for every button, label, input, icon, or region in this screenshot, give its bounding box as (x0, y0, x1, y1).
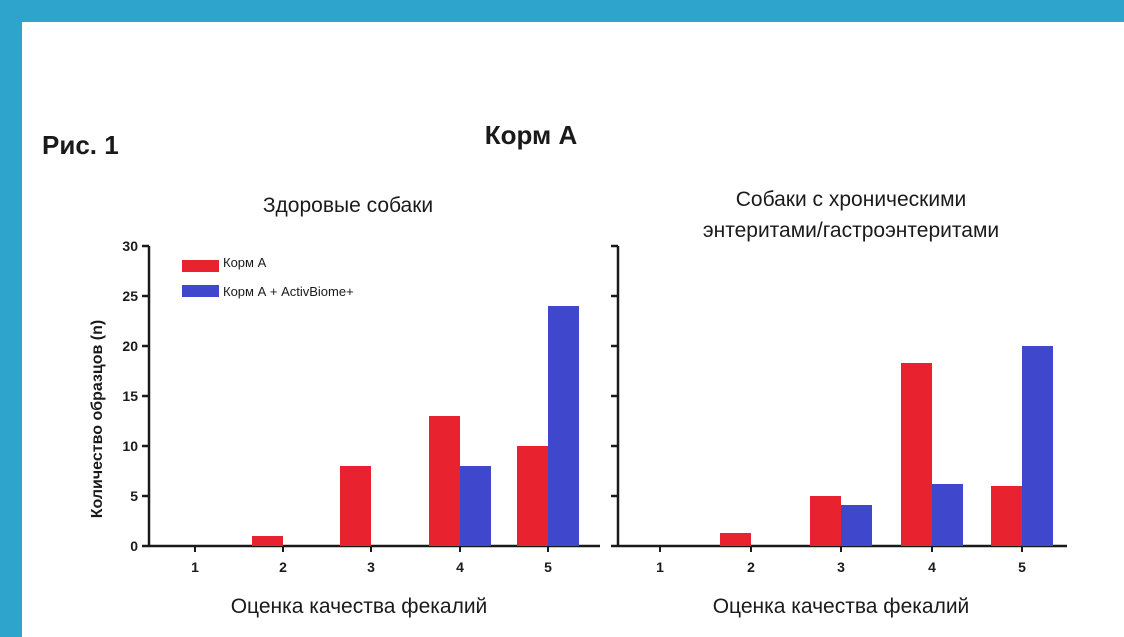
p1-y-tick-label: 20 (122, 338, 138, 354)
p2-bar-feed-3 (810, 496, 841, 546)
p1-bar-feed-2 (252, 536, 283, 546)
panel-1-xlabel: Оценка качества фекалий (231, 595, 488, 618)
figure-frame: Рис. 1 Корм А Здоровые собаки Количество… (22, 22, 1124, 637)
p2-bar-feed-5 (991, 486, 1022, 546)
legend-swatch-feed-plus (182, 285, 219, 297)
figure-label: Рис. 1 (42, 130, 119, 160)
p1-y-tick-label: 25 (122, 288, 138, 304)
p1-x-tick-label: 3 (367, 559, 375, 575)
legend-label-feed-plus: Корм А + ActivBiome+ (223, 284, 354, 299)
p1-x-tick-label: 5 (544, 559, 552, 575)
panel-1-ylabel: Количество образцов (n) (89, 320, 106, 519)
p1-bar-feed-3 (340, 466, 371, 546)
p2-x-tick-label: 1 (656, 559, 664, 575)
p2-bar-feed-plus-4 (932, 484, 963, 546)
p1-y-tick-label: 30 (122, 238, 138, 254)
p2-bar-feed-4 (901, 363, 932, 546)
p1-y-tick-label: 15 (122, 388, 138, 404)
p2-bar-feed-2 (720, 533, 751, 546)
p2-bar-feed-plus-5 (1022, 346, 1053, 546)
p1-x-tick-label: 1 (191, 559, 199, 575)
p1-bar-feed-plus-4 (460, 466, 491, 546)
p2-x-tick-label: 3 (837, 559, 845, 575)
main-title: Корм А (485, 120, 578, 150)
panel-1-title: Здоровые собаки (263, 194, 433, 217)
p1-x-tick-label: 4 (456, 559, 464, 575)
legend-swatch-feed (182, 260, 219, 272)
panel-2-title-line-1: Собаки с хроническими (736, 188, 967, 211)
p1-y-tick-label: 5 (130, 488, 138, 504)
p2-x-tick-label: 2 (747, 559, 755, 575)
p1-y-tick-label: 10 (122, 438, 138, 454)
legend-label-feed: Корм А (223, 255, 267, 270)
panel-2-title-line-2: энтеритами/гастроэнтеритами (703, 219, 999, 242)
p1-y-tick-label: 0 (130, 538, 138, 554)
figure-canvas: Рис. 1 Корм А Здоровые собаки Количество… (42, 120, 1067, 618)
p2-x-tick-label: 5 (1018, 559, 1026, 575)
panel-2-xlabel: Оценка качества фекалий (713, 595, 970, 618)
p2-bar-feed-plus-3 (841, 505, 872, 546)
p1-x-tick-label: 2 (279, 559, 287, 575)
p1-bar-feed-5 (517, 446, 548, 546)
p2-x-tick-label: 4 (928, 559, 936, 575)
p1-bar-feed-plus-5 (548, 306, 579, 546)
p1-bar-feed-4 (429, 416, 460, 546)
